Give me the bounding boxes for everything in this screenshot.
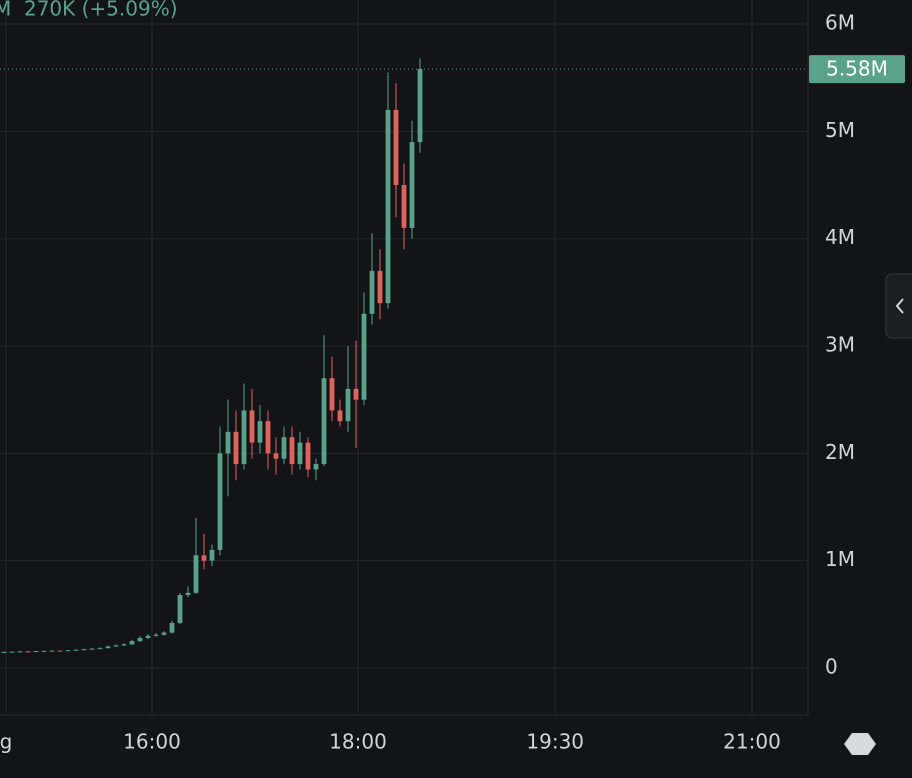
candle-body: [169, 622, 175, 633]
candle-body: [257, 421, 263, 443]
candle-body: [25, 651, 31, 653]
y-tick-label: 4M: [825, 225, 855, 249]
candle-body: [1, 651, 7, 653]
y-tick-label: 2M: [825, 440, 855, 464]
candle-body: [417, 69, 423, 143]
x-tick-label: 16:00: [123, 730, 181, 754]
candle-body: [329, 378, 335, 411]
x-tick-label: 21:00: [723, 730, 781, 754]
candle-body: [17, 651, 23, 653]
candle-body: [49, 650, 55, 652]
candle-body: [193, 555, 199, 593]
candle-body: [9, 651, 15, 653]
settings-icon[interactable]: [844, 733, 876, 755]
candle-body: [209, 549, 215, 561]
candle-body: [297, 442, 303, 465]
candle-body: [377, 270, 383, 304]
chevron-icon: [895, 298, 904, 314]
candle-body: [153, 634, 159, 636]
candle-body: [241, 410, 247, 465]
y-tick-label: 5M: [825, 118, 855, 142]
y-tick-label: 3M: [825, 333, 855, 357]
candle-body: [289, 437, 295, 465]
candle-body: [81, 649, 87, 651]
y-tick-label: 6M: [825, 11, 855, 35]
candle-body: [105, 646, 111, 649]
candle-body: [161, 632, 167, 635]
candle-body: [129, 641, 135, 645]
candle-body: [345, 388, 351, 422]
candle-body: [361, 313, 367, 400]
last-price-label: 5.58M: [826, 57, 888, 81]
candle-body: [305, 442, 311, 470]
x-tick-label: 18:00: [329, 730, 387, 754]
candle-body: [185, 592, 191, 596]
candle-body: [409, 142, 415, 228]
candle-body: [137, 637, 143, 642]
candle-body: [265, 421, 271, 454]
candle-body: [217, 453, 223, 550]
y-tick-label: 0: [825, 654, 838, 678]
candle-body: [89, 648, 95, 650]
candle-body: [65, 650, 71, 652]
legend-text: M 270K (+5.09%): [0, 0, 178, 21]
candle-body: [225, 431, 231, 454]
candle-body: [33, 651, 39, 653]
candle-body: [145, 635, 151, 638]
candle-body: [353, 388, 359, 400]
candle-body: [113, 645, 119, 647]
candle-body: [41, 650, 47, 652]
candle-body: [97, 648, 103, 650]
candle-body: [385, 109, 391, 304]
x-tick-label: g: [0, 730, 12, 754]
x-tick-label: 19:30: [526, 730, 584, 754]
candle-body: [337, 410, 343, 422]
collapse-button[interactable]: [885, 273, 912, 339]
candle-body: [401, 185, 407, 228]
candle-body: [369, 270, 375, 314]
candle-body: [201, 555, 207, 561]
candle-body: [273, 453, 279, 459]
candle-body: [57, 650, 63, 652]
candle-body: [121, 644, 127, 646]
y-tick-label: 1M: [825, 547, 855, 571]
candle-body: [393, 109, 399, 186]
candle-body: [73, 649, 79, 651]
candle-body: [281, 437, 287, 459]
candle-body: [313, 464, 319, 470]
candle-body: [233, 431, 239, 465]
last-price-tag: [809, 55, 905, 84]
candle-body: [249, 410, 255, 443]
candle-body: [177, 595, 183, 623]
candle-body: [321, 378, 327, 465]
